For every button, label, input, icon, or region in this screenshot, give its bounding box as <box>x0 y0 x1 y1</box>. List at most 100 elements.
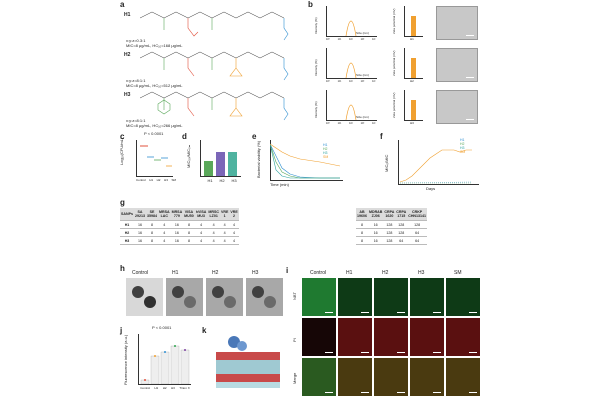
chart-f-xlabel: Days <box>426 186 436 191</box>
fluor-image <box>446 358 480 396</box>
table-cell: 64 <box>407 236 427 245</box>
h2-ratio: x:y:z=8:1:1 <box>126 78 146 83</box>
table-cell: 4 <box>194 228 208 237</box>
chart-c-axes <box>136 140 173 177</box>
fluor-col-label: SM <box>454 270 462 276</box>
panel-label-g: g <box>120 198 125 207</box>
table-header: MRSA 779 <box>170 208 184 221</box>
chart-j-xtick: Control <box>140 386 150 390</box>
table-cell: 128 <box>395 220 408 229</box>
table-row: 8 16 128 64 64 <box>356 236 427 245</box>
chart-e-ylabel: Bacterial viability (%) <box>256 140 261 178</box>
table-cell: 128 <box>395 228 408 237</box>
figure: a H1 x:y:z=0.3:1 MIC=8 μg/mL, HC₁ <box>118 0 482 400</box>
dls-xtick: 10⁰ <box>326 80 330 83</box>
table-cell: 64 <box>407 228 427 237</box>
table-cell: 4 <box>207 236 220 245</box>
chart-c-ylabel: Log₁₀(CFU/mL) <box>119 137 124 165</box>
dls-xticks: 10⁰ 10¹ 10² 10³ 10⁴ <box>326 37 376 42</box>
table-row: H3 16 8 4 16 8 4 4 4 4 <box>120 236 239 245</box>
tem-thumbnail <box>436 6 478 40</box>
dls-ylabel: Intensity (%) <box>314 17 318 34</box>
table-cell: 8 <box>356 228 368 237</box>
legend-sm: SM <box>460 150 466 154</box>
chart-f-lines <box>399 149 473 184</box>
table-header: MRSA LAC <box>157 208 171 221</box>
table-header: AB 19606 <box>356 208 368 221</box>
table-cell: 4 <box>194 220 208 229</box>
panel-label-e: e <box>252 132 257 141</box>
chart-j-xticks: Control H1 H2 H3 Triton X <box>138 386 192 391</box>
panel-label-k: k <box>202 326 207 335</box>
fluor-row-label: PI <box>292 338 297 342</box>
table-cell: 128 <box>407 220 427 229</box>
panel-label-c: c <box>120 132 125 141</box>
dls-ylabel: Intensity (%) <box>314 59 318 76</box>
legend-h2: H2 <box>460 142 465 146</box>
fluor-image <box>338 318 372 356</box>
chart-f-axes <box>398 140 479 185</box>
panel-label-f: f <box>380 132 383 141</box>
dls-axes <box>326 48 377 79</box>
table-row: 8 16 128 128 128 <box>356 220 427 229</box>
table-cell: 16 <box>368 220 384 229</box>
dls-peak <box>345 62 357 78</box>
tem-image <box>126 278 163 316</box>
table-cell: 4 <box>229 220 239 229</box>
h2-label: H2 <box>124 52 131 58</box>
table-cell: 8 <box>145 228 158 237</box>
fluor-image <box>410 278 444 316</box>
dls-xtick: 10⁴ <box>372 80 376 83</box>
tem-thumbnail <box>436 90 478 124</box>
fluor-image <box>374 318 408 356</box>
chart-c-p: P < 0.0001 <box>144 131 164 136</box>
legend-h1: H1 <box>460 138 465 142</box>
zeta-bar <box>411 16 416 36</box>
dls-xtick: 10⁰ <box>326 38 330 41</box>
zeta-ylabel: Zeta potential (mV) <box>392 50 396 76</box>
tem-label: Control <box>132 270 149 276</box>
chart-j-axes <box>138 334 191 385</box>
table-cell: 8 <box>183 236 195 245</box>
table-cell: 4 <box>229 228 239 237</box>
fluor-col-label: H2 <box>382 270 389 276</box>
tem-image <box>166 278 203 316</box>
table-cell: 64 <box>395 236 408 245</box>
table-cell: 4 <box>219 236 230 245</box>
dls-xtick: 10² <box>349 80 353 83</box>
table-cell: 8 <box>145 220 158 229</box>
panel-label-b: b <box>308 0 313 9</box>
legend-h1: H1 <box>323 143 328 147</box>
tem-label: H2 <box>212 270 219 276</box>
fluor-image <box>302 318 336 356</box>
h3-mic: MIC=8 μg/mL, HC₁₀=266 μg/mL <box>126 123 183 128</box>
panel-label-a: a <box>120 0 125 9</box>
dls-xtick: 10² <box>349 122 353 125</box>
membrane-simulation <box>216 336 280 388</box>
chart-c-xtick: H2 <box>156 178 161 182</box>
dls-xtick: 10⁴ <box>372 38 376 41</box>
legend-sm: SM <box>323 155 329 159</box>
chart-d-xtick: H1 <box>207 178 213 183</box>
table-cell: 16 <box>133 220 146 229</box>
dls-peak <box>345 104 357 120</box>
fluor-image <box>446 318 480 356</box>
dls-axes <box>326 90 377 121</box>
chart-c-xticks: Control H1 H2 H3 SM <box>136 178 176 183</box>
dls-xtick: 10² <box>349 38 353 41</box>
fluor-image <box>338 358 372 396</box>
zeta-bar <box>411 100 416 120</box>
tem-label: H3 <box>252 270 259 276</box>
table-cell: 16 <box>170 220 184 229</box>
legend-h3: H3 <box>323 151 328 155</box>
table-header: CRPA 1620 <box>383 208 396 221</box>
panel-label-j: j <box>120 326 123 335</box>
fluor-image <box>446 278 480 316</box>
zeta-axes <box>404 48 423 79</box>
dls-peak <box>345 20 357 36</box>
tem-image <box>246 278 283 316</box>
table-header: MRSC LZ01 <box>207 208 220 221</box>
h1-label: H1 <box>124 12 131 18</box>
table-header: CRPA 1715 <box>395 208 408 221</box>
dls-xtick: 10¹ <box>337 80 342 83</box>
